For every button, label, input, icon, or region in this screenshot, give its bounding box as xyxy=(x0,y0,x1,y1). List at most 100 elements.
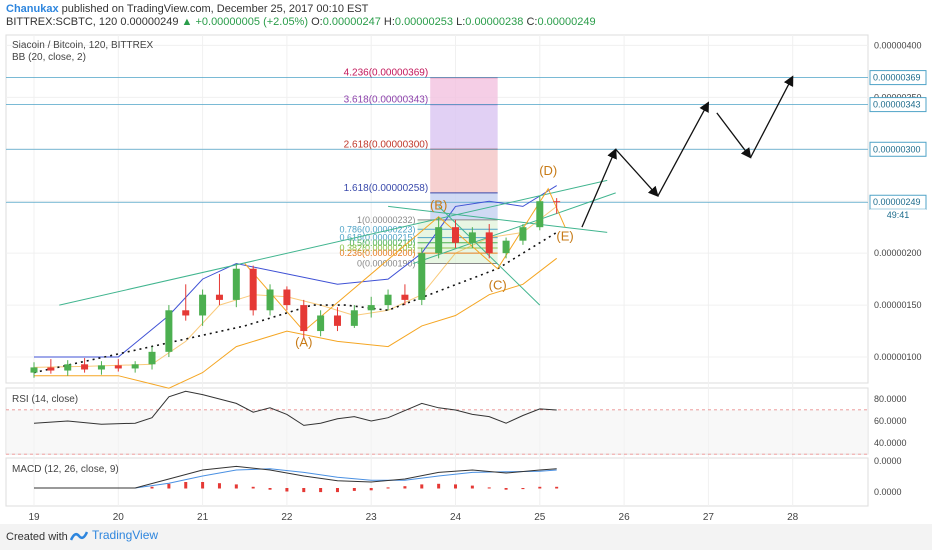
x-tick-label: 25 xyxy=(534,512,546,523)
candle-body xyxy=(519,227,527,241)
projection-arrow xyxy=(615,148,659,197)
macd-histogram-bar xyxy=(319,488,323,493)
wave-label: (C) xyxy=(489,278,507,293)
candle-body xyxy=(148,351,156,365)
wave-path-line xyxy=(244,187,566,332)
y-tick-label: 0.00000200 xyxy=(874,248,922,258)
close-label: C: xyxy=(526,16,538,28)
high-value: 0.00000253 xyxy=(394,16,454,28)
author-name[interactable]: Chanukax xyxy=(6,3,59,15)
price-badge-label: 0.00000343 xyxy=(873,100,921,110)
countdown-label: 49:41 xyxy=(887,210,910,220)
macd-histogram-bar xyxy=(386,487,390,489)
candle-body xyxy=(536,201,544,228)
rsi-title: RSI (14, close) xyxy=(12,394,78,405)
symbol-label: BITTREX:SCBTC, 120 xyxy=(6,16,118,28)
candle-body xyxy=(131,364,139,369)
x-tick-label: 27 xyxy=(703,512,715,523)
candle-body xyxy=(114,365,122,369)
macd-histogram-bar xyxy=(454,484,457,489)
macd-y-tick-label: 0.0000 xyxy=(874,487,902,497)
candle-body xyxy=(350,310,358,326)
macd-histogram-bar xyxy=(167,483,171,489)
macd-histogram-bar xyxy=(217,483,221,489)
macd-histogram-bar xyxy=(487,487,491,489)
last-price: 0.00000249 xyxy=(120,16,179,28)
candle-body xyxy=(300,305,308,332)
x-tick-label: 21 xyxy=(197,512,209,523)
candle-body xyxy=(81,364,89,370)
fib-retracement-label: 0.236(0.00000200) xyxy=(339,248,415,258)
x-tick-label: 20 xyxy=(113,512,125,523)
tradingview-link[interactable]: TradingView xyxy=(69,528,158,542)
ohlc-line: BITTREX:SCBTC, 120 0.00000249 ▲ +0.00000… xyxy=(6,16,596,28)
bb-lower-band xyxy=(34,257,558,389)
x-tick-label: 23 xyxy=(366,512,378,523)
bb-indicator-label: BB (20, close, 2) xyxy=(12,52,86,63)
created-with-label: Created with xyxy=(6,531,68,543)
x-tick-label: 19 xyxy=(28,512,40,523)
x-tick-label: 26 xyxy=(619,512,631,523)
trend-line xyxy=(59,179,608,306)
macd-histogram-bar xyxy=(285,488,289,492)
candle-body xyxy=(182,310,190,316)
macd-histogram-bar xyxy=(521,488,525,490)
chart-header: Chanukax published on TradingView.com, D… xyxy=(0,0,932,30)
projection-arrow xyxy=(581,148,617,228)
price-badge-label: 0.00000300 xyxy=(873,144,921,154)
candle-body xyxy=(502,240,510,254)
x-tick-label: 22 xyxy=(281,512,293,523)
tradingview-logo-icon xyxy=(69,531,89,541)
wave-label: (D) xyxy=(539,163,557,178)
macd-histogram-bar xyxy=(335,488,339,493)
trend-line xyxy=(388,205,608,233)
projection-arrow xyxy=(749,75,794,158)
candle-body xyxy=(452,227,459,243)
macd-histogram-bar xyxy=(470,485,474,489)
macd-histogram-bar xyxy=(251,486,255,489)
close-value: 0.00000249 xyxy=(537,16,596,28)
fib-retracement-label: 0.786(0.00000223) xyxy=(339,224,415,234)
macd-histogram-bar xyxy=(420,484,424,489)
macd-histogram-bar xyxy=(437,483,441,489)
macd-histogram-bar xyxy=(538,486,542,489)
x-tick-label: 24 xyxy=(450,512,462,523)
x-tick-label: 28 xyxy=(787,512,799,523)
macd-histogram-bar xyxy=(302,488,306,493)
projection-arrow xyxy=(657,101,710,197)
up-arrow-icon: ▲ xyxy=(181,16,193,28)
macd-histogram-bar xyxy=(150,486,154,489)
candle-body xyxy=(232,268,240,300)
macd-histogram-bar xyxy=(201,482,205,489)
candle-body xyxy=(435,227,443,254)
rsi-y-tick-label: 80.0000 xyxy=(874,394,907,404)
fib-retracement-label: 0.5(0.00000210) xyxy=(350,238,416,248)
candle-body xyxy=(468,232,476,243)
rsi-line xyxy=(33,390,557,426)
y-tick-label: 0.00000400 xyxy=(874,40,922,50)
low-value: 0.00000238 xyxy=(465,16,524,28)
macd-histogram-bar xyxy=(268,488,272,490)
candle-body xyxy=(485,232,493,254)
fib-retracement-label: 0.382(0.00000205) xyxy=(339,243,415,253)
macd-title: MACD (12, 26, close, 9) xyxy=(12,464,119,475)
candle-body xyxy=(199,294,207,316)
macd-histogram-bar xyxy=(504,488,508,490)
fib-retracement-label: 0.618(0.00000215) xyxy=(339,233,415,243)
price-change: +0.00000005 (+2.05%) xyxy=(195,16,309,28)
candle-body xyxy=(215,294,223,300)
publish-line: Chanukax published on TradingView.com, D… xyxy=(6,3,368,15)
candle-body xyxy=(165,310,173,352)
y-tick-label: 0.00000100 xyxy=(874,352,922,362)
wave-label: (A) xyxy=(295,335,312,350)
macd-histogram-bar xyxy=(352,488,356,491)
rsi-y-tick-label: 40.0000 xyxy=(874,438,907,448)
price-badge-box xyxy=(869,70,927,86)
candle-body xyxy=(333,315,341,326)
chart-canvas[interactable]: 192021222324252627280.000004000.00000350… xyxy=(0,30,932,524)
candle-body xyxy=(553,201,561,203)
macd-y-tick-label: 0.0000 xyxy=(874,456,902,466)
fib-extension-label: 3.618(0.00000343) xyxy=(344,95,429,106)
macd-histogram-bar xyxy=(555,486,559,489)
rsi-band-zone xyxy=(6,410,868,454)
